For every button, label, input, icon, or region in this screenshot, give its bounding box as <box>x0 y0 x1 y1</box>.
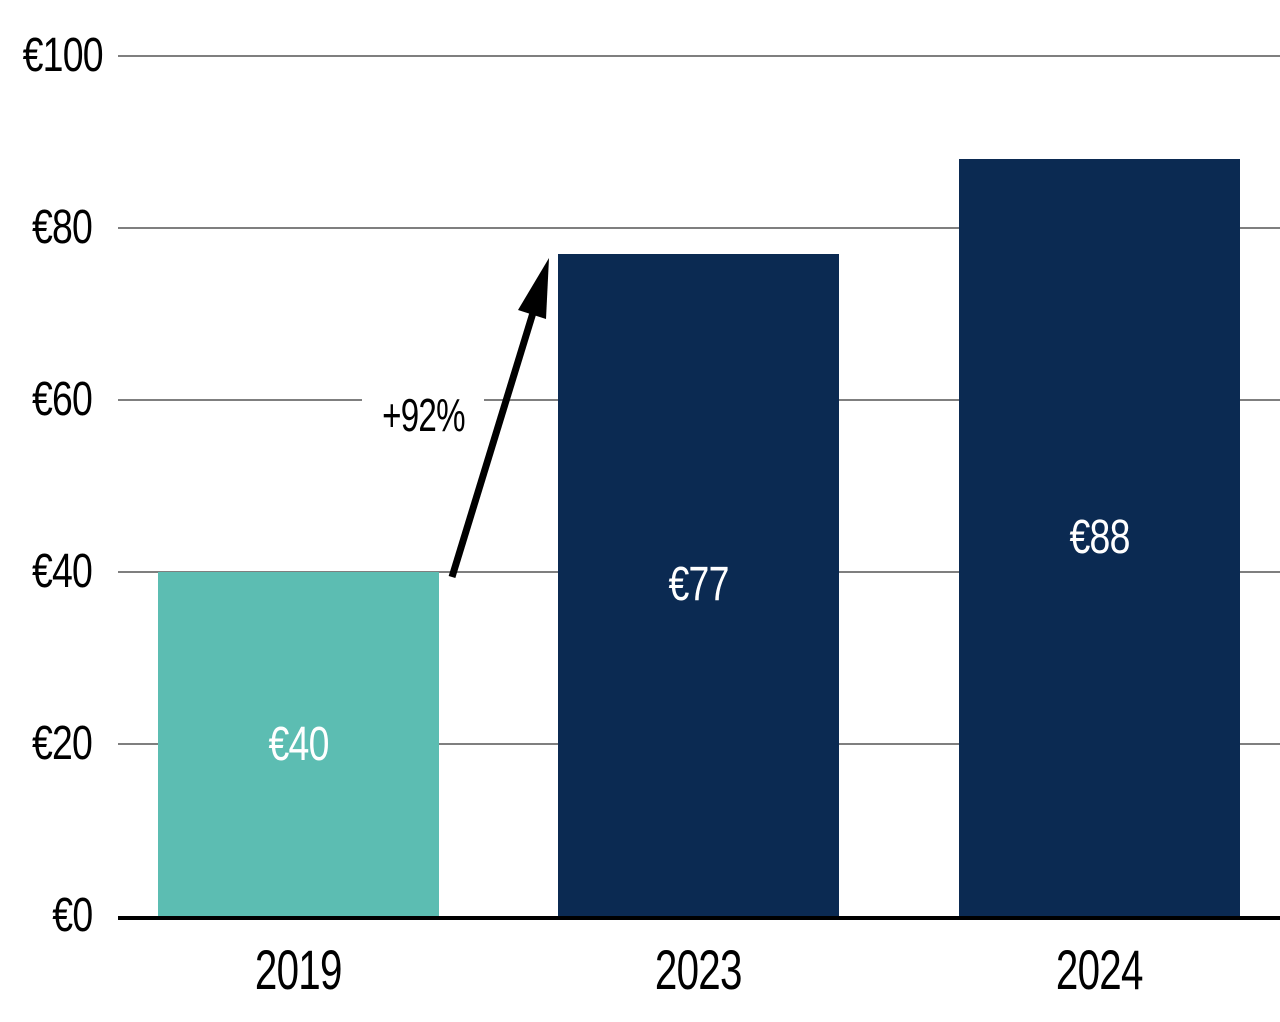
y-tick-label-0: €0 <box>0 889 93 942</box>
x-tick-label-text: 2023 <box>655 938 743 1001</box>
x-tick-label-2023: 2023 <box>599 942 799 998</box>
growth-annotation: +92% <box>362 389 484 441</box>
bar-2019: €40 <box>158 572 439 916</box>
y-tick-label-40: €40 <box>0 545 93 598</box>
y-tick-label-text: €100 <box>22 29 104 82</box>
x-tick-label-text: 2024 <box>1056 938 1144 1001</box>
y-tick-label-100: €100 <box>0 32 104 80</box>
bar-value-label-2023: €77 <box>668 558 729 612</box>
y-tick-label-text: €80 <box>31 201 93 254</box>
x-tick-label-2019: 2019 <box>199 942 399 998</box>
bar-2024: €88 <box>959 159 1240 916</box>
y-tick-label-80: €80 <box>0 201 93 254</box>
y-tick-label-text: €0 <box>51 889 93 942</box>
y-tick-label-text: €40 <box>31 545 93 598</box>
x-tick-label-2024: 2024 <box>1000 942 1200 998</box>
y-tick-label-text: €60 <box>31 373 93 426</box>
gridline-100 <box>118 55 1280 57</box>
growth-annotation-text: +92% <box>381 389 465 441</box>
bar-2023: €77 <box>558 253 839 916</box>
y-tick-label-20: €20 <box>0 717 93 770</box>
y-tick-label-text: €20 <box>31 717 93 770</box>
x-axis-line <box>118 916 1280 920</box>
bar-value-label-2019: €40 <box>268 717 329 771</box>
gridline-80 <box>118 227 1280 229</box>
y-tick-label-60: €60 <box>0 373 93 426</box>
bar-value-label-2024: €88 <box>1069 511 1130 565</box>
x-tick-label-text: 2019 <box>255 938 343 1001</box>
